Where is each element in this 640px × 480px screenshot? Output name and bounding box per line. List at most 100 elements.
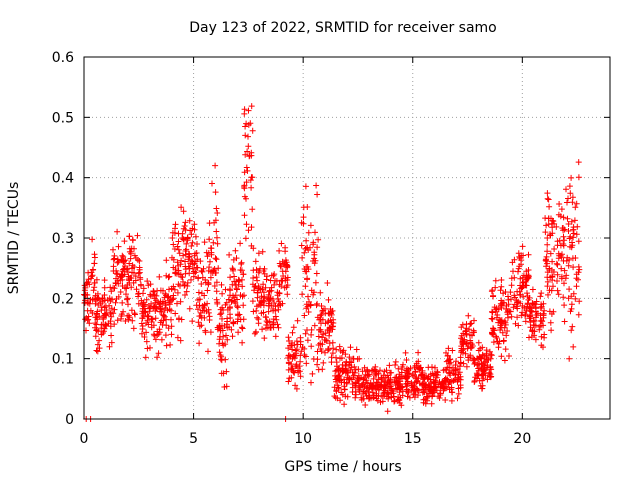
data-point xyxy=(113,295,120,302)
data-point xyxy=(502,321,509,328)
data-point xyxy=(491,304,498,311)
data-point xyxy=(573,271,580,278)
data-point xyxy=(561,302,568,309)
data-point xyxy=(403,383,410,390)
data-point xyxy=(143,296,150,303)
data-point xyxy=(211,283,218,289)
data-point xyxy=(121,238,128,245)
data-point xyxy=(308,343,315,350)
data-point xyxy=(168,323,175,330)
data-point xyxy=(143,338,150,345)
data-point xyxy=(392,358,399,365)
data-point xyxy=(205,281,212,288)
data-point xyxy=(310,241,317,248)
data-point xyxy=(212,189,219,196)
data-point xyxy=(283,284,290,291)
data-point xyxy=(271,281,278,288)
chart-title: Day 123 of 2022, SRMTID for receiver sam… xyxy=(189,20,497,36)
data-point xyxy=(230,267,237,274)
data-point xyxy=(546,203,553,210)
data-point xyxy=(163,322,170,329)
data-point xyxy=(467,320,474,327)
data-point xyxy=(446,356,453,363)
data-point xyxy=(480,352,487,359)
data-point xyxy=(495,340,502,347)
data-point xyxy=(317,312,324,319)
data-point xyxy=(182,227,189,233)
data-point xyxy=(481,359,488,366)
data-point xyxy=(525,251,532,258)
data-point xyxy=(452,366,458,373)
data-point xyxy=(242,235,249,242)
data-point xyxy=(321,337,328,343)
data-point xyxy=(188,276,194,283)
data-point xyxy=(570,290,577,297)
data-point xyxy=(520,272,527,279)
data-point xyxy=(238,267,245,274)
data-point xyxy=(433,371,440,378)
data-point xyxy=(169,296,176,303)
data-point xyxy=(402,349,409,356)
data-point xyxy=(282,248,289,255)
data-point xyxy=(511,274,518,281)
data-point xyxy=(484,364,491,371)
data-point xyxy=(191,268,197,275)
data-point xyxy=(483,347,490,354)
data-point xyxy=(488,288,495,295)
data-point xyxy=(284,263,291,270)
data-point xyxy=(143,329,150,336)
data-point xyxy=(570,343,577,350)
data-point xyxy=(312,257,319,264)
data-point xyxy=(204,253,211,260)
data-point xyxy=(239,325,246,332)
data-point xyxy=(493,314,500,321)
data-point xyxy=(342,366,349,373)
data-point xyxy=(239,283,246,290)
data-point xyxy=(331,384,338,391)
data-point xyxy=(184,235,191,241)
data-point xyxy=(194,241,200,247)
data-point xyxy=(317,340,324,347)
data-point xyxy=(114,228,121,235)
data-point xyxy=(189,258,196,265)
data-point xyxy=(525,267,532,273)
data-point xyxy=(137,274,144,281)
data-point xyxy=(507,308,514,315)
data-point xyxy=(520,282,527,289)
x-tick-label: 0 xyxy=(80,431,89,447)
data-point xyxy=(110,256,117,263)
data-point xyxy=(301,312,308,319)
data-point xyxy=(554,261,561,268)
data-point xyxy=(191,221,198,228)
data-point xyxy=(550,283,556,290)
data-point xyxy=(304,204,311,210)
data-point xyxy=(541,334,548,341)
data-point xyxy=(303,244,310,251)
data-point xyxy=(144,278,151,285)
data-point xyxy=(475,347,482,354)
data-point xyxy=(136,258,143,264)
data-point xyxy=(542,257,549,264)
data-point xyxy=(115,258,122,265)
data-point xyxy=(544,190,551,197)
data-point xyxy=(454,374,461,381)
data-point xyxy=(107,298,114,304)
data-point xyxy=(462,328,469,335)
data-point xyxy=(518,312,525,319)
data-point xyxy=(220,370,227,377)
data-point xyxy=(335,365,342,371)
data-point xyxy=(333,359,340,366)
data-point xyxy=(182,258,188,265)
data-point xyxy=(236,277,243,284)
data-point xyxy=(189,265,196,272)
data-point xyxy=(170,264,177,271)
data-point xyxy=(298,219,305,226)
data-point xyxy=(486,370,493,377)
data-point xyxy=(202,276,209,283)
data-point xyxy=(367,379,374,386)
data-point xyxy=(202,329,209,336)
data-point xyxy=(508,313,515,320)
data-point xyxy=(328,354,335,361)
data-point xyxy=(564,199,570,206)
data-point xyxy=(243,179,250,186)
